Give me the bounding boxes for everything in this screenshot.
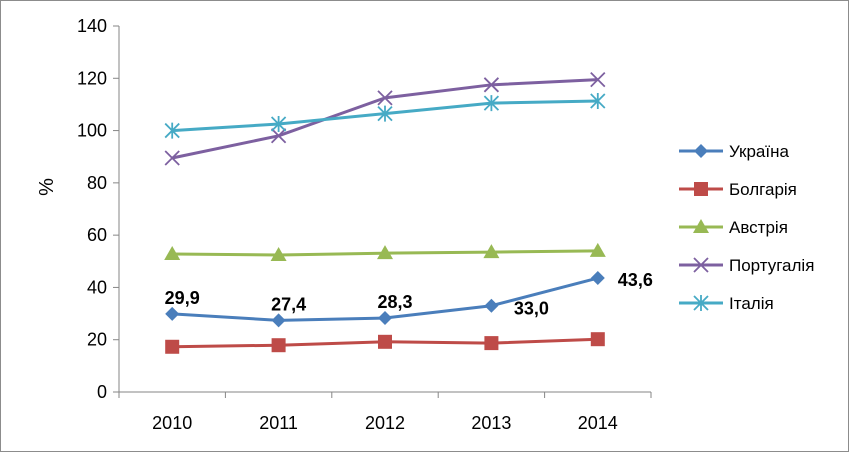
legend-item: Італія <box>679 294 774 313</box>
data-point <box>483 244 500 259</box>
legend-marker <box>693 257 709 273</box>
series-5 <box>164 93 606 139</box>
data-label: 29,9 <box>165 288 200 308</box>
x-tick-label: 2010 <box>152 413 192 433</box>
data-point <box>483 95 500 112</box>
data-point <box>377 245 393 260</box>
data-point <box>377 105 393 122</box>
data-label: 43,6 <box>618 270 653 290</box>
legend-marker <box>693 295 709 311</box>
data-point <box>378 334 392 349</box>
data-label: 33,0 <box>514 299 549 319</box>
x-tick-label: 2013 <box>471 413 511 433</box>
legend-label: Україна <box>729 142 789 161</box>
data-point <box>270 128 287 144</box>
legend-item: Болгарія <box>679 180 797 199</box>
legend-marker <box>694 144 708 158</box>
legend-label: Болгарія <box>729 180 797 199</box>
series-3 <box>164 242 606 262</box>
data-point <box>271 313 286 328</box>
data-point <box>590 332 605 347</box>
y-tick-label: 60 <box>87 225 107 245</box>
legend-label: Італія <box>729 294 774 313</box>
data-point <box>164 245 181 260</box>
legend-item: Австрія <box>679 218 788 237</box>
data-point <box>484 336 499 351</box>
data-point <box>377 90 393 106</box>
data-point <box>270 247 287 262</box>
legend-marker <box>694 182 708 196</box>
x-tick-label: 2014 <box>578 413 618 433</box>
data-point <box>270 116 287 133</box>
series-4 <box>164 71 606 166</box>
legend-item: Португалія <box>679 256 814 275</box>
y-axis-label: % <box>36 178 58 196</box>
y-tick-label: 120 <box>77 68 107 88</box>
data-label: 27,4 <box>271 294 306 314</box>
legend: Україна Болгарія Австрія Португалія Італія <box>679 142 814 313</box>
data-point <box>590 271 605 286</box>
data-point <box>589 242 606 257</box>
y-tick-label: 20 <box>87 330 107 350</box>
axes: 0 20 40 60 80 100 120 140 2010 2011 2012 2013 2014% <box>36 16 652 433</box>
legend-label: Австрія <box>729 218 788 237</box>
y-tick-label: 40 <box>87 277 107 297</box>
data-point <box>590 93 606 110</box>
data-point <box>165 306 180 321</box>
data-labels: 29,9 27,4 28,3 33,0 43,6 <box>165 270 653 319</box>
data-point <box>271 338 286 353</box>
series-layer <box>164 71 606 354</box>
data-point <box>378 311 392 326</box>
y-tick-label: 0 <box>97 382 107 402</box>
x-tick-label: 2011 <box>259 413 298 433</box>
data-point <box>164 122 180 139</box>
y-tick-label: 100 <box>77 121 107 141</box>
series-2 <box>165 332 605 354</box>
legend-label: Португалія <box>729 256 814 275</box>
data-point <box>590 71 606 88</box>
data-point <box>484 298 499 313</box>
data-point <box>164 150 180 166</box>
data-point <box>165 339 180 354</box>
x-tick-label: 2012 <box>365 413 405 433</box>
data-label: 28,3 <box>377 292 412 312</box>
legend-marker <box>693 219 709 233</box>
legend-item: Україна <box>679 142 789 161</box>
series-1 <box>165 271 605 328</box>
data-point <box>483 77 500 93</box>
y-tick-label: 140 <box>77 16 107 36</box>
y-tick-label: 80 <box>87 173 107 193</box>
